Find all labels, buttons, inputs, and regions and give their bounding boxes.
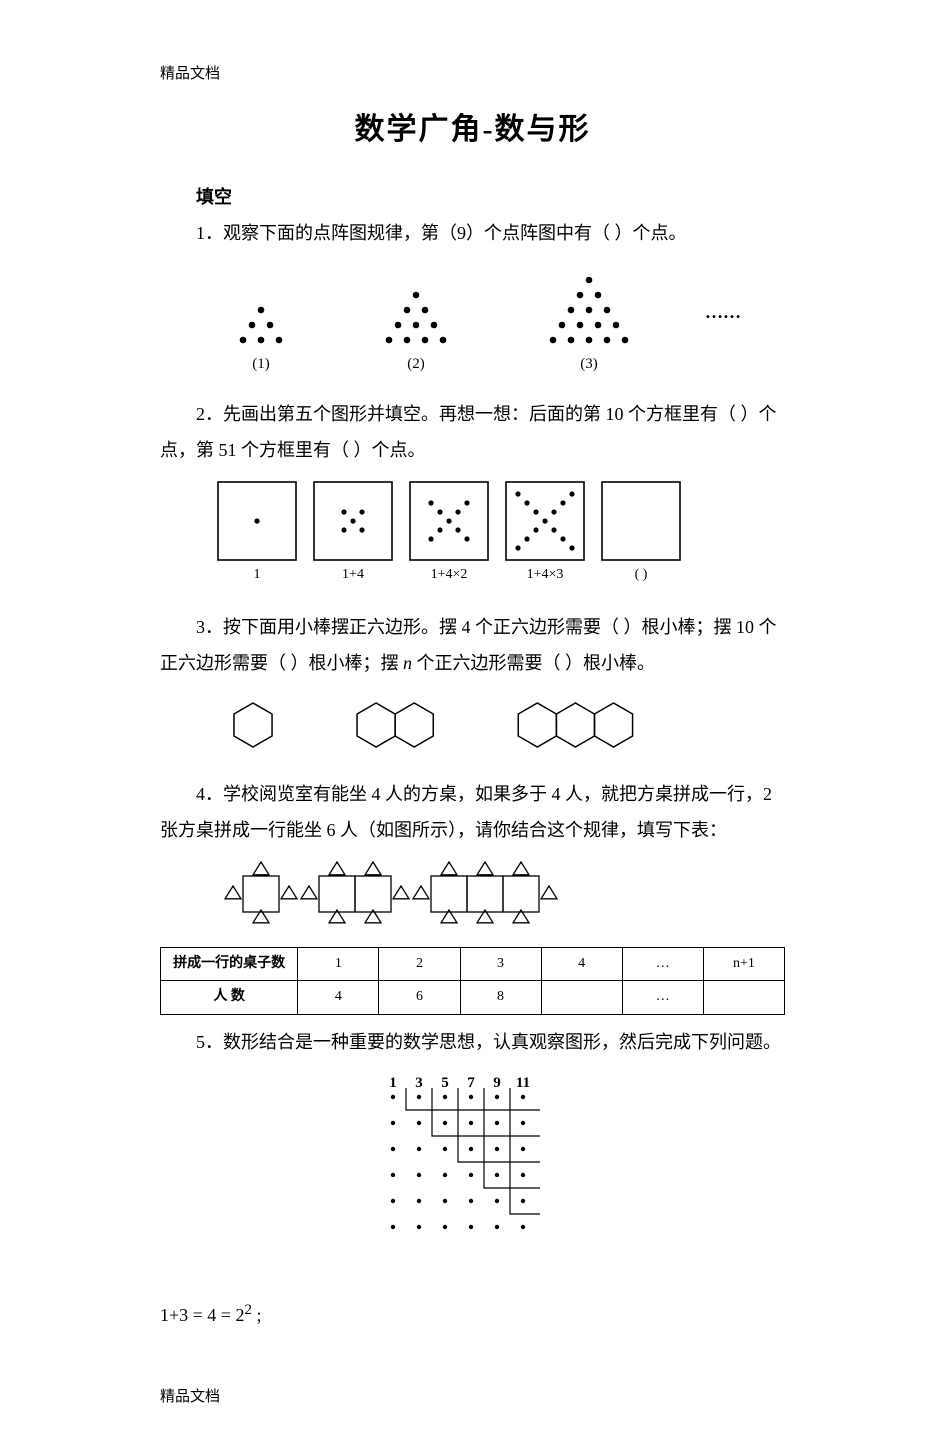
svg-text:11: 11 [515, 1075, 529, 1091]
q3-text-line2: 正六边形需要（ ）根小棒；摆 n 个正六边形需要（ ）根小棒。 [160, 646, 785, 680]
svg-text:……: …… [705, 302, 741, 322]
header-watermark: 精品文档 [160, 60, 785, 89]
table-header-cell: 3 [460, 947, 541, 981]
table-row-label: 人 数 [161, 981, 298, 1015]
q1-figure: (1) (2) (3) …… [160, 260, 785, 391]
q5-formula: 1+3 = 4 = 22 ; [160, 1296, 785, 1332]
svg-text:1: 1 [389, 1075, 397, 1091]
table-header-cell: n+1 [703, 947, 784, 981]
table-cell [703, 981, 784, 1015]
q4-figure [160, 858, 785, 939]
svg-text:1+4: 1+4 [342, 567, 364, 582]
table-cell: 4 [298, 981, 379, 1015]
table-cell [541, 981, 622, 1015]
section-label: 填空 [160, 180, 785, 214]
q5-figure: 1 3 5 7 9 11 [160, 1069, 785, 1290]
svg-text:1+4×3: 1+4×3 [526, 567, 563, 582]
table-cell: 6 [379, 981, 460, 1015]
q2-figure: 1 1+4 1+4×2 1+4×3 ( ) [160, 477, 785, 603]
svg-text:(3): (3) [580, 356, 598, 372]
table-cell: 8 [460, 981, 541, 1015]
svg-text:1+4×2: 1+4×2 [430, 567, 467, 582]
table-row: 拼成一行的桌子数1234…n+1 [161, 947, 785, 981]
table-header-cell: 4 [541, 947, 622, 981]
table-row: 人 数468 … [161, 981, 785, 1015]
table-header-label: 拼成一行的桌子数 [161, 947, 298, 981]
table-header-cell: 1 [298, 947, 379, 981]
svg-text:5: 5 [441, 1075, 449, 1091]
q1-text: 1．观察下面的点阵图规律，第（9）个点阵图中有（ ）个点。 [160, 216, 785, 250]
svg-text:(1): (1) [252, 356, 270, 372]
q2-text-line1: 2．先画出第五个图形并填空。再想一想：后面的第 10 个方框里有（ ）个 [160, 397, 785, 431]
q3-text-line1: 3．按下面用小棒摆正六边形。摆 4 个正六边形需要（ ）根小棒；摆 10 个 [160, 610, 785, 644]
svg-text:9: 9 [493, 1075, 501, 1091]
table-header-cell: 2 [379, 947, 460, 981]
svg-text:3: 3 [415, 1075, 423, 1091]
svg-text:( ): ( ) [634, 567, 647, 582]
svg-text:7: 7 [467, 1075, 475, 1091]
svg-text:1: 1 [253, 567, 260, 582]
table-header-cell: … [622, 947, 703, 981]
q4-text-line1: 4．学校阅览室有能坐 4 人的方桌，如果多于 4 人，就把方桌拼成一行，2 [160, 777, 785, 811]
q5-text: 5．数形结合是一种重要的数学思想，认真观察图形，然后完成下列问题。 [160, 1025, 785, 1059]
q2-text-line2: 点，第 51 个方框里有（ ）个点。 [160, 433, 785, 467]
q4-text-line2: 张方桌拼成一行能坐 6 人（如图所示），请你结合这个规律，填写下表： [160, 813, 785, 847]
q4-table: 拼成一行的桌子数1234…n+1 人 数468… [160, 947, 785, 1015]
table-cell: … [622, 981, 703, 1015]
page-title: 数学广角-数与形 [160, 101, 785, 158]
svg-text:(2): (2) [407, 356, 425, 372]
footer-watermark: 精品文档 [160, 1383, 785, 1412]
q3-figure [160, 690, 785, 771]
page-root: 精品文档 数学广角-数与形 填空 1．观察下面的点阵图规律，第（9）个点阵图中有… [0, 0, 945, 1451]
